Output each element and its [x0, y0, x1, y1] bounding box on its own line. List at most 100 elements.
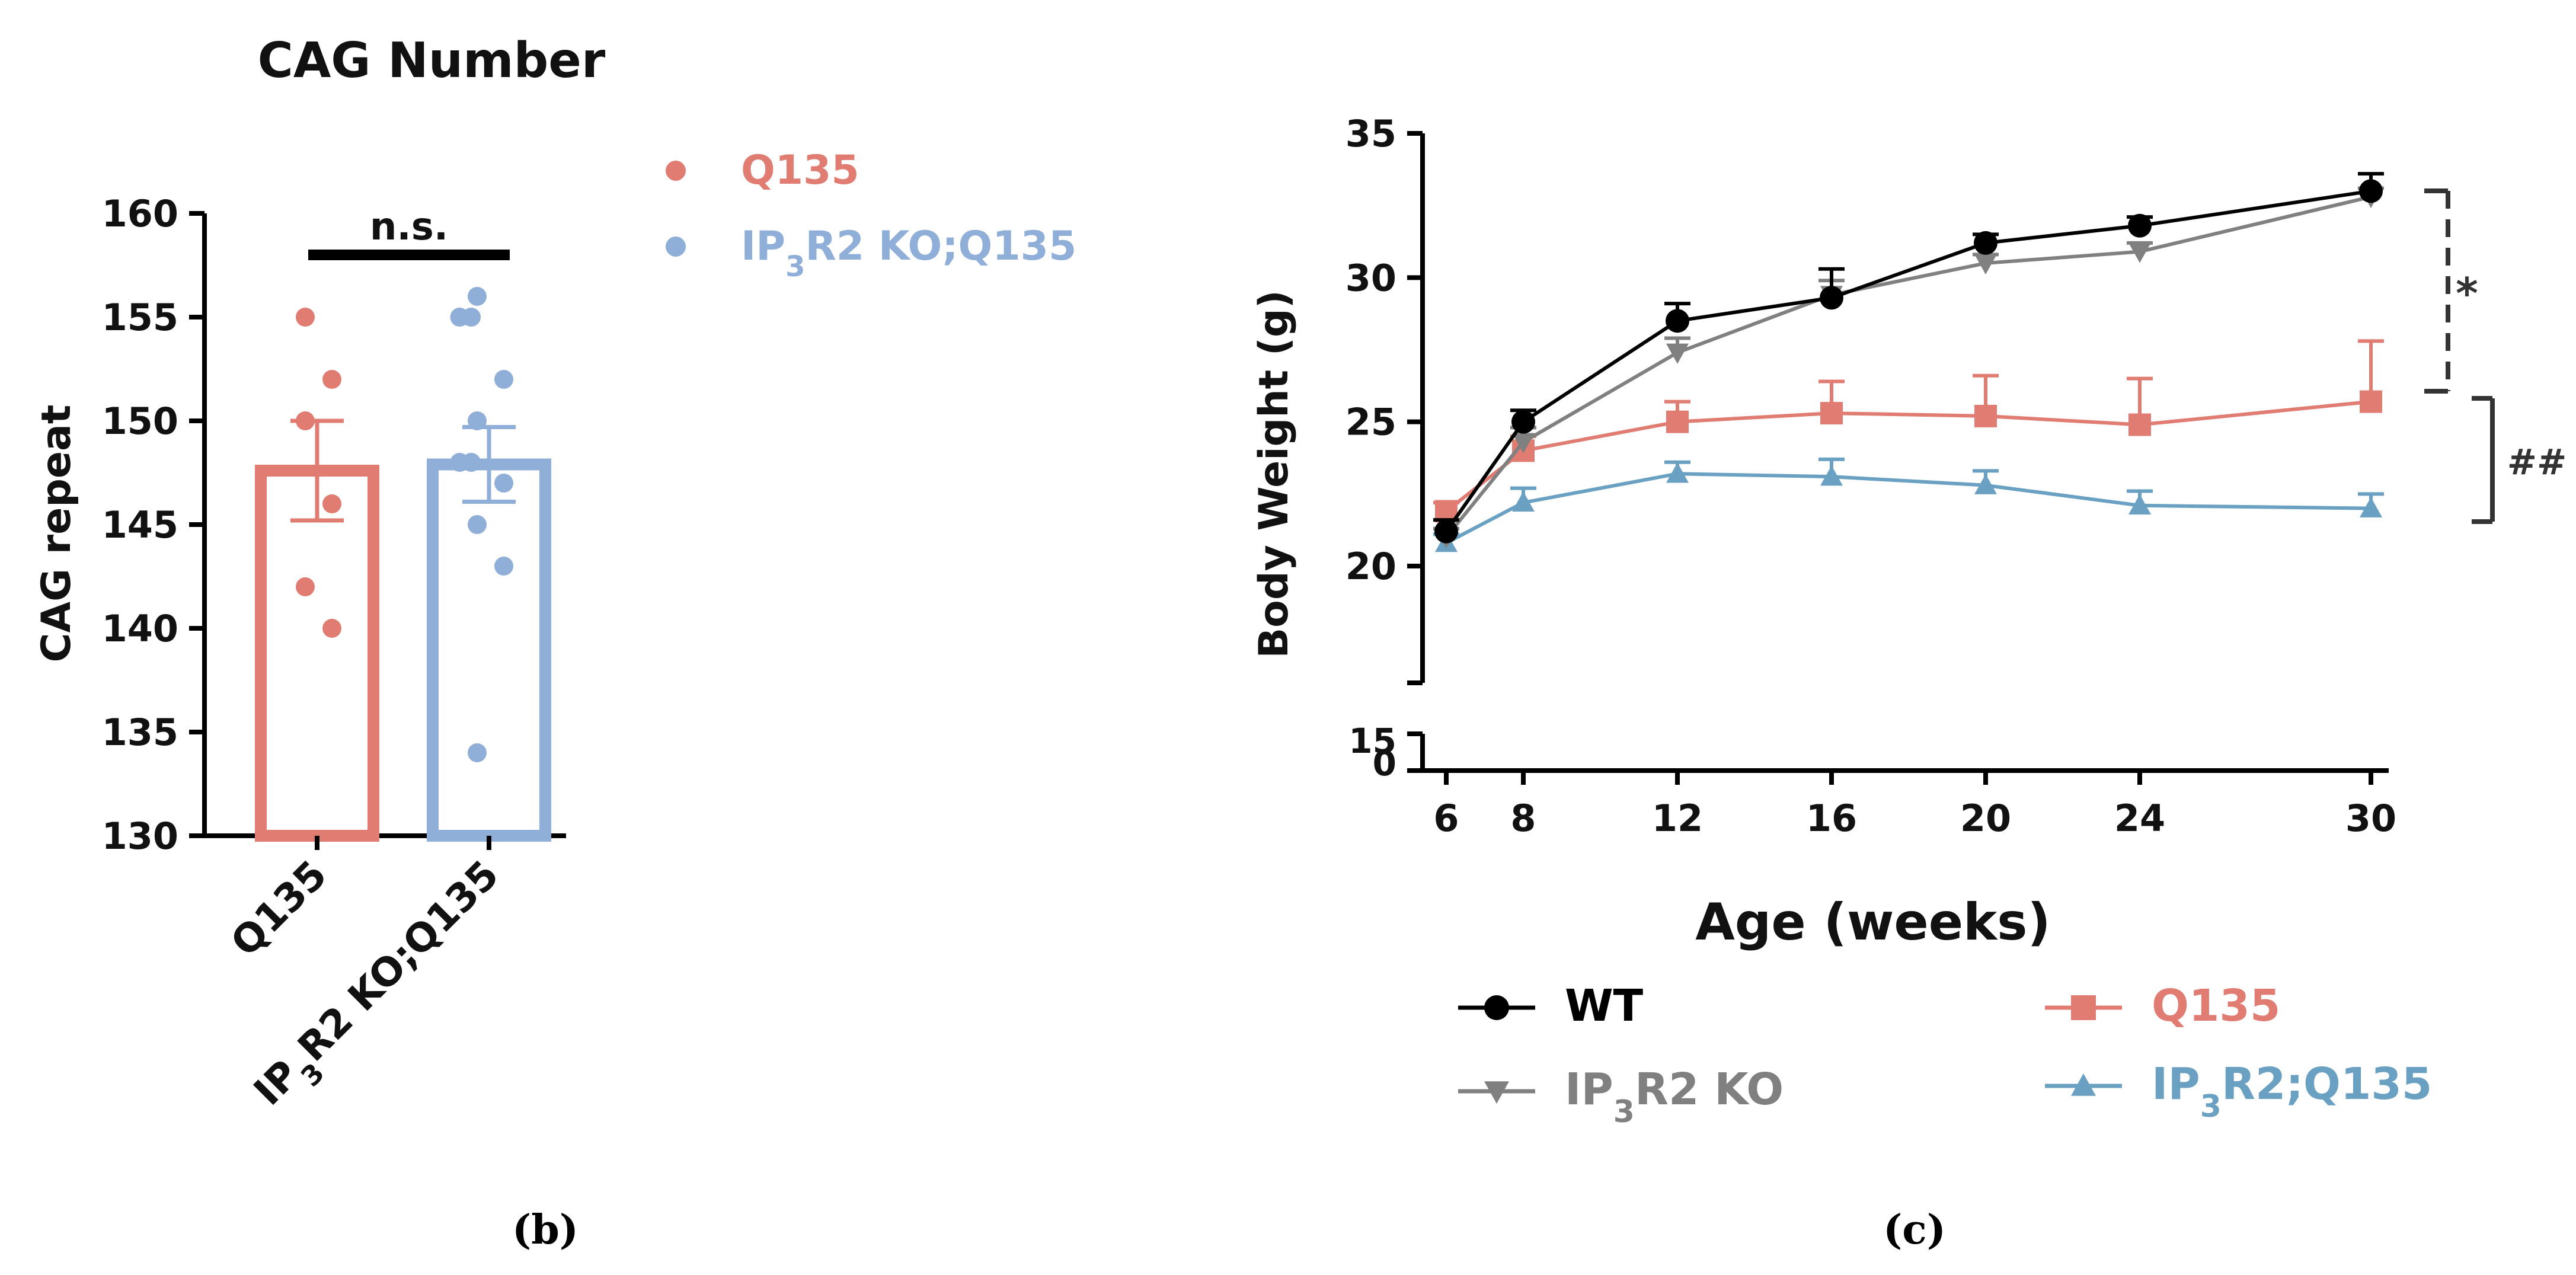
data-marker: [1666, 410, 1689, 433]
legend-marker: [666, 161, 686, 181]
y-tick-label: 30: [1345, 256, 1396, 299]
data-point: [450, 308, 469, 327]
x-tick-label: 30: [2345, 797, 2396, 840]
category-label: Q135: [222, 852, 336, 966]
data-marker: [1512, 491, 1535, 512]
series-ip3r2-q135: [1433, 457, 2384, 552]
x-tick-label: 8: [1510, 797, 1536, 840]
data-point: [468, 515, 487, 534]
data-marker: [1666, 309, 1689, 333]
star-annotation: *: [2456, 269, 2478, 318]
data-marker: [1974, 231, 1997, 255]
panel-b-axes: 130 135 140 145 150 155 160: [102, 192, 566, 858]
x-tick-label: 6: [1433, 797, 1459, 840]
legend-label: IP3R2;Q135: [2152, 1059, 2432, 1124]
data-marker: [1974, 474, 1997, 494]
panel-b-cag-chart: CAG Number CAG repeat 130 135 140 145 150 155…: [33, 33, 1076, 1254]
y-tick-label: 160: [102, 192, 178, 235]
legend-label: Q135: [741, 147, 859, 194]
data-point: [494, 370, 513, 389]
legend-label-subscript: 3: [1613, 1094, 1635, 1130]
data-point: [494, 557, 513, 576]
data-marker: [1974, 404, 1997, 427]
legend-label: Q135: [2152, 980, 2280, 1031]
legend-label: WT: [1565, 980, 1644, 1031]
y-tick-label: 140: [102, 607, 178, 650]
data-point: [296, 411, 315, 430]
y-tick-label: 35: [1345, 112, 1396, 155]
data-marker: [1512, 433, 1535, 453]
legend-label-text-rest: R2;Q135: [2222, 1059, 2432, 1110]
y-tick-label: 155: [102, 296, 178, 339]
y-tick-label: 20: [1345, 545, 1396, 588]
data-marker: [1974, 254, 1997, 274]
data-marker: [1666, 343, 1689, 364]
legend-label-text-rest: R2 KO: [1635, 1064, 1784, 1115]
series-line: [1444, 195, 2372, 539]
data-marker: [2128, 213, 2152, 238]
legend-label-subscript: 3: [785, 250, 805, 283]
data-point: [322, 619, 341, 638]
legend-label-text: IP: [741, 223, 785, 270]
data-point: [296, 577, 315, 596]
legend-marker: [1484, 995, 1509, 1020]
data-point: [296, 308, 315, 327]
panel-c-xlabel: Age (weeks): [1695, 893, 2050, 952]
data-marker: [1666, 462, 1689, 483]
y-tick-label: 0: [1373, 743, 1396, 784]
category-label-text: IP: [245, 1052, 308, 1114]
data-point: [322, 370, 341, 389]
panel-c-significance: * ##: [2424, 188, 2567, 524]
hash-annotation: ##: [2507, 442, 2567, 483]
bar-ip3r2-ko-q135: [427, 458, 551, 842]
legend-marker: [1484, 1081, 1509, 1104]
data-point: [494, 474, 513, 493]
panel-b-ylabel: CAG repeat: [33, 405, 80, 663]
series-q135: [1433, 339, 2384, 523]
bar-q135: [255, 465, 379, 842]
data-point: [468, 287, 487, 306]
y-tick-label: 145: [102, 503, 178, 547]
data-marker: [2128, 494, 2151, 515]
legend-marker: [2071, 1073, 2096, 1096]
data-marker: [2360, 497, 2382, 517]
panel-b-significance: n.s.: [308, 205, 510, 260]
category-label-text: Q135: [222, 852, 336, 966]
legend-label-text-rest: R2 KO;Q135: [806, 223, 1077, 270]
y-tick-label: 130: [102, 814, 178, 858]
panel-c-ylabel: Body Weight (g): [1251, 290, 1297, 658]
data-marker: [1511, 410, 1535, 434]
data-point: [468, 743, 487, 762]
legend-label-text: IP: [2152, 1059, 2200, 1110]
panel-c-axes: 20 25 30 35 015 6 8 12 16 20 24 30: [1345, 112, 2396, 840]
data-marker: [2128, 242, 2151, 263]
x-tick-label: 24: [2114, 797, 2165, 840]
y-tick-label: 15: [1348, 721, 1396, 761]
data-marker: [2360, 390, 2382, 413]
legend-label-text: Q135: [2152, 980, 2280, 1031]
y-tick-label: 135: [102, 711, 178, 754]
x-tick-label: 16: [1806, 797, 1857, 840]
data-marker: [2359, 179, 2383, 203]
data-marker: [1434, 519, 1458, 544]
ns-annotation: n.s.: [370, 205, 448, 249]
data-marker: [2128, 413, 2151, 436]
x-tick-label: 12: [1652, 797, 1703, 840]
data-marker: [1820, 465, 1843, 486]
legend-marker: [2071, 995, 2096, 1020]
series-wt: [1433, 172, 2384, 544]
legend-marker: [666, 237, 686, 257]
series-line: [1445, 472, 2372, 545]
panel-b-points: [296, 287, 513, 762]
data-point: [322, 494, 341, 513]
y-tick-label: 150: [102, 400, 178, 443]
y-tick-label: 25: [1345, 401, 1396, 444]
data-marker: [1820, 286, 1843, 310]
x-tick-label: 20: [1960, 797, 2011, 840]
panel-b-legend: Q135 IP3R2 KO;Q135: [666, 147, 1076, 283]
legend-label: IP3R2 KO;Q135: [741, 223, 1076, 283]
